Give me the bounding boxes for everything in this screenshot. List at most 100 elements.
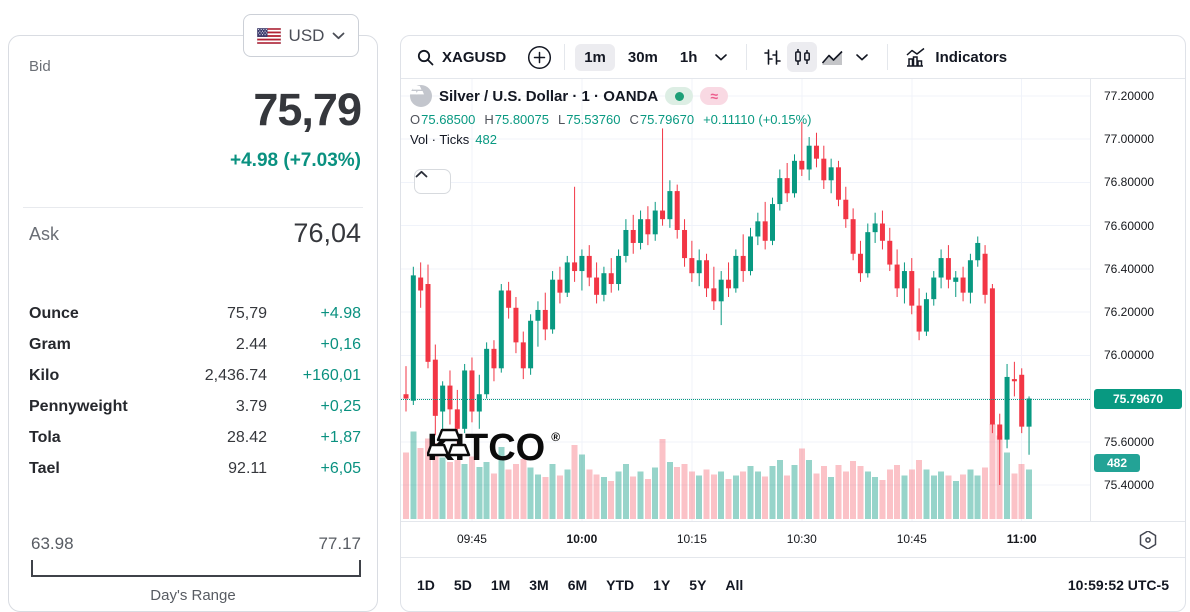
- conversion-value: 3.79: [235, 397, 267, 415]
- bid-change: +4.98 (+7.03%): [230, 150, 361, 171]
- registered-mark: ®: [551, 429, 561, 444]
- axis-settings-button[interactable]: [1138, 530, 1158, 550]
- time-axis[interactable]: 09:45 10:00 10:15 10:30 10:45 11:00: [401, 521, 1185, 557]
- range-button-5D[interactable]: 5D: [453, 577, 472, 593]
- market-open-dot-icon: [674, 91, 684, 101]
- interval-button-30m[interactable]: 30m: [619, 44, 667, 71]
- interval-button-1m[interactable]: 1m: [575, 43, 615, 71]
- ohlc-values: O75.68500 H75.80075 L75.53760 C75.79670 +0.1…: [410, 112, 812, 127]
- divider: [23, 207, 363, 208]
- indicators-button[interactable]: Indicators: [898, 42, 1013, 72]
- day-range-bar: [31, 560, 361, 577]
- area-chart-icon: [821, 50, 843, 65]
- ohlc-item: H75.80075: [484, 112, 549, 127]
- toolbar-separator: [564, 44, 566, 70]
- conversion-unit-label: Gram: [29, 335, 71, 353]
- time-axis-label: 09:45: [456, 532, 487, 546]
- volume-legend: Vol · Ticks 482: [410, 132, 812, 147]
- search-icon: [417, 49, 434, 65]
- chart-body: Silver / U.S. Dollar · 1 · OANDA ≈ O75.6…: [401, 79, 1185, 521]
- chevron-up-icon: [415, 170, 428, 178]
- time-axis-label: 11:00: [1006, 532, 1037, 546]
- ohlc-value: 75.79670: [639, 112, 695, 127]
- interval-group: 1m 30m 1h: [575, 43, 707, 71]
- conversion-unit-label: Tael: [29, 459, 60, 477]
- symbol-search-button[interactable]: XAGUSD: [411, 45, 512, 70]
- range-button-5Y[interactable]: 5Y: [689, 577, 707, 593]
- range-button-1D[interactable]: 1D: [417, 577, 435, 593]
- candles-chart-type-button[interactable]: [787, 42, 818, 72]
- price-axis-label: 76.80000: [1104, 175, 1155, 190]
- conversion-unit-label: Kilo: [29, 366, 60, 384]
- compare-add-button[interactable]: [524, 42, 554, 72]
- market-open-pill[interactable]: [665, 87, 694, 105]
- kitco-gold-bars-icon: [427, 428, 471, 457]
- price-axis-label: 76.40000: [1104, 261, 1155, 276]
- price-axis-label: 76.60000: [1104, 218, 1155, 233]
- range-button-All[interactable]: All: [725, 577, 744, 593]
- price-axis-label: 75.60000: [1104, 434, 1155, 449]
- range-button-1Y[interactable]: 1Y: [653, 577, 671, 593]
- ohlc-bars-icon: [764, 48, 781, 65]
- chevron-down-icon: [856, 53, 869, 60]
- conversion-value: 28.42: [226, 428, 267, 446]
- chart-footer: 1D 5D 1M 3M 6M YTD 1Y 5Y All 10:59:52 UTC-5: [401, 557, 1185, 611]
- conversion-change: +4.98: [320, 304, 361, 322]
- currency-label: USD: [288, 25, 325, 45]
- area-chart-type-button[interactable]: [817, 42, 847, 72]
- chart-panel: XAGUSD 1m 30m 1h: [400, 35, 1186, 612]
- conversion-unit-label: Tola: [29, 428, 61, 446]
- currency-selector[interactable]: USD: [243, 14, 359, 57]
- toolbar-separator: [887, 44, 889, 70]
- clock[interactable]: 10:59:52 UTC-5: [1067, 577, 1169, 593]
- plus-circle-icon: [527, 45, 551, 69]
- ohlc-item: L75.53760: [558, 112, 620, 127]
- ohlc-item: C75.79670: [629, 112, 694, 127]
- time-axis-label: 10:30: [786, 532, 817, 546]
- conversion-change: +0,25: [320, 397, 361, 415]
- price-axis-label: 76.20000: [1104, 305, 1155, 320]
- range-button-1M[interactable]: 1M: [490, 577, 511, 593]
- us-flag-icon: [256, 27, 281, 44]
- approx-data-pill[interactable]: ≈: [700, 87, 729, 105]
- day-range-low: 63.98: [31, 534, 74, 553]
- bid-price: 75,79: [253, 84, 362, 135]
- interval-dropdown-button[interactable]: [706, 42, 736, 72]
- bar-chart-type-button[interactable]: [757, 42, 787, 72]
- conversion-change: +160,01: [302, 366, 361, 384]
- conversion-value: 2,436.74: [204, 366, 267, 384]
- collapse-legend-button[interactable]: [414, 169, 451, 194]
- symbol-label: XAGUSD: [442, 48, 507, 66]
- candlestick-chart: [401, 79, 1090, 521]
- chevron-down-icon: [715, 53, 728, 60]
- silver-symbol-logo: [410, 85, 432, 107]
- chart-toolbar: XAGUSD 1m 30m 1h: [401, 36, 1185, 79]
- conversion-change: +0,16: [320, 335, 361, 353]
- ohlc-value: 75.68500: [421, 112, 476, 127]
- chart-type-dropdown-button[interactable]: [847, 42, 877, 72]
- interval-button-1h[interactable]: 1h: [671, 44, 707, 71]
- conversion-row: Pennyweight 3.79 +0,25: [29, 391, 361, 422]
- conversion-value: 92.11: [228, 459, 267, 477]
- conversion-row: Kilo 2,436.74 +160,01: [29, 360, 361, 391]
- day-range-label: Day's Range: [150, 587, 236, 604]
- range-button-6M[interactable]: 6M: [567, 577, 588, 593]
- ohlc-value: 75.53760: [566, 112, 621, 127]
- chart-plot[interactable]: Silver / U.S. Dollar · 1 · OANDA ≈ O75.6…: [401, 79, 1090, 521]
- conversion-table: Ounce 75,79 +4.98 Gram 2.44 +0,16 Kilo 2,436.74…: [29, 298, 361, 484]
- range-button-YTD[interactable]: YTD: [606, 577, 635, 593]
- ohlc-item: O75.68500: [410, 112, 475, 127]
- conversion-value: 75,79: [226, 304, 267, 322]
- ohlc-key: O: [410, 112, 421, 127]
- hexagon-settings-icon: [1139, 531, 1157, 549]
- conversion-change: +1,87: [320, 428, 361, 446]
- price-axis-label: 77.00000: [1104, 132, 1155, 147]
- ohlc-value: 75.80075: [494, 112, 549, 127]
- time-axis-label: 10:15: [676, 532, 707, 546]
- price-axis[interactable]: 75.79670 482 77.20000 77.00000 76.80000 76.…: [1090, 79, 1185, 521]
- range-button-3M[interactable]: 3M: [529, 577, 549, 593]
- chart-title[interactable]: Silver / U.S. Dollar · 1 · OANDA: [439, 87, 659, 105]
- quote-panel: Bid 75,79 +4.98 (+7.03%) Ask 76,04 Ounce…: [8, 35, 378, 612]
- current-price-line: [401, 399, 1090, 401]
- conversion-row: Tola 28.42 +1,87: [29, 422, 361, 453]
